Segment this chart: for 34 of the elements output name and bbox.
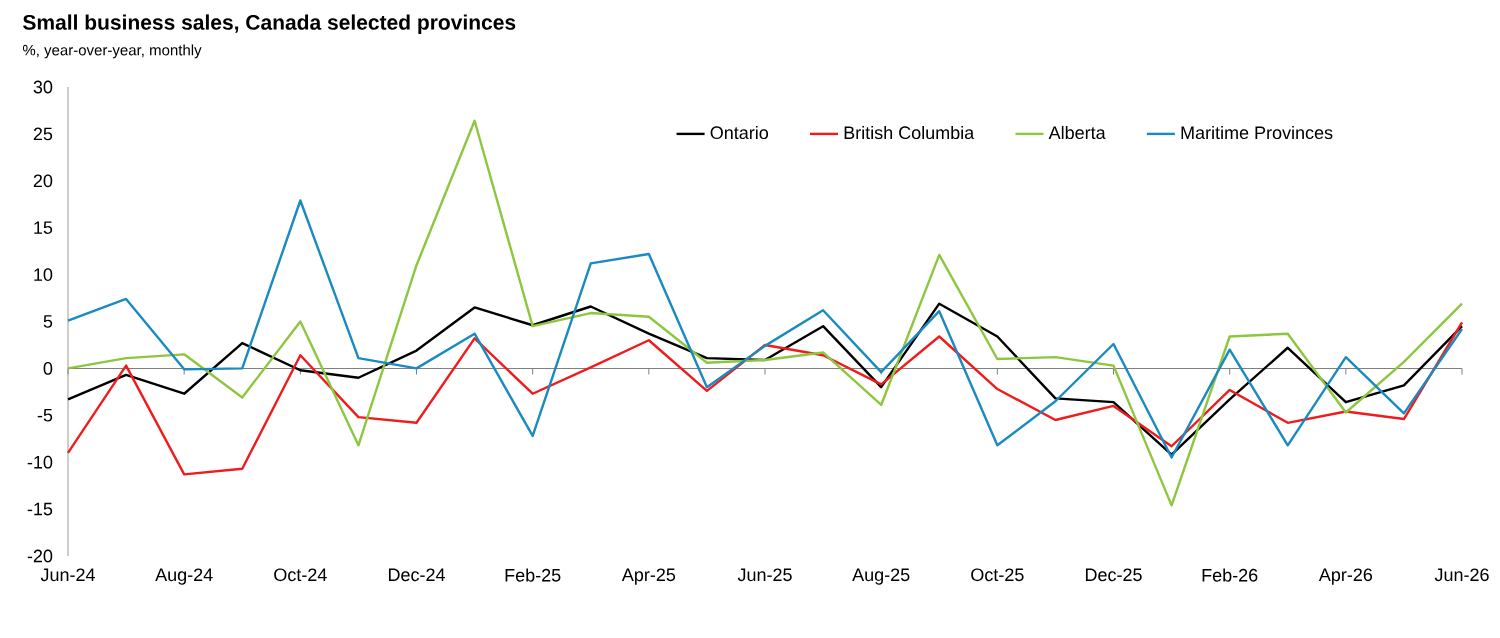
legend-label: Alberta <box>1048 125 1106 140</box>
x-tick-label: Oct-25 <box>971 568 1024 582</box>
y-tick-label: 25 <box>33 127 53 141</box>
x-tick-label: Feb-26 <box>1202 568 1258 582</box>
y-tick-label: -10 <box>27 455 53 469</box>
x-tick-label: Feb-25 <box>505 568 561 582</box>
x-tick-label: Dec-24 <box>388 568 445 582</box>
line-series <box>66 199 1464 459</box>
y-tick-label: -5 <box>37 409 53 422</box>
line-series <box>66 302 1464 456</box>
y-tick-label: 5 <box>43 315 53 328</box>
x-tick-label: Jun-25 <box>737 568 792 582</box>
x-tick-label: Jun-24 <box>40 568 95 582</box>
chart-subtitle: %, year-over-year, monthly <box>22 44 202 59</box>
y-tick-label: -20 <box>27 549 53 563</box>
y-tick-label: 15 <box>34 221 53 234</box>
y-tick-label: 30 <box>33 80 53 94</box>
x-tick-label: Jun-26 <box>1434 568 1489 582</box>
y-tick-label: 10 <box>34 268 53 281</box>
y-tick-label: -15 <box>27 502 53 516</box>
y-tick-label: 20 <box>33 174 53 188</box>
legend-label: Ontario <box>710 125 769 140</box>
legend-label: Maritime Provinces <box>1181 125 1333 140</box>
x-tick-label: Aug-24 <box>155 568 213 585</box>
x-tick-label: Apr-26 <box>1318 568 1373 585</box>
chart-title: Small business sales, Canada selected provinces <box>23 14 516 34</box>
x-tick-label: Aug-25 <box>852 568 910 585</box>
x-tick-label: Oct-24 <box>274 568 327 582</box>
x-tick-label: Apr-25 <box>621 568 676 585</box>
legend-label: British Columbia <box>844 125 975 140</box>
line-series <box>66 321 1464 476</box>
line-series <box>66 119 1464 507</box>
x-tick-label: Dec-25 <box>1085 568 1142 582</box>
y-tick-label: 0 <box>43 362 53 375</box>
